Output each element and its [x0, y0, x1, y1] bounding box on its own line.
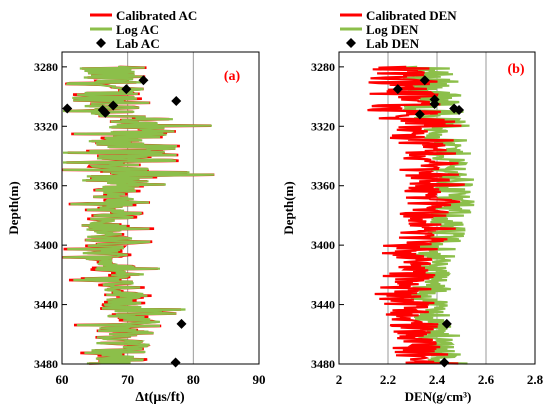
x-tick-label: 70	[121, 372, 134, 387]
y-tick-label: 3440	[311, 298, 335, 312]
panel-b-y-ticks: 3280 3320 3360 3400 3440 3480	[311, 60, 344, 371]
panel-a-x-ticks: 60 70 80 90	[56, 372, 266, 387]
lab-point	[108, 100, 119, 111]
panel-a-label: (a)	[224, 69, 241, 84]
x-tick-label: 2	[336, 372, 343, 387]
lab-point	[62, 103, 73, 114]
panel-a-x-axis-label: Δt(μs/ft)	[135, 390, 185, 405]
x-tick-label: 60	[56, 372, 69, 387]
lab-point	[138, 75, 149, 86]
y-tick-label: 3400	[311, 238, 335, 252]
legend-log-den-label: Log DEN	[366, 22, 419, 37]
y-tick-label: 3400	[34, 238, 58, 252]
panel-a-y-ticks: 3280 3320 3360 3400 3440 3480	[34, 60, 67, 371]
panel-a: 3280 3320 3360 3400 3440 3480 60 70 80 90 Δt(μs/…	[6, 8, 266, 405]
lab-point	[441, 318, 452, 329]
y-tick-label: 3480	[34, 357, 58, 371]
lab-point	[429, 99, 440, 109]
y-tick-label: 3280	[34, 60, 58, 74]
lab-point	[439, 357, 450, 368]
x-tick-label: 90	[253, 372, 266, 387]
panel-b-x-ticks: 2 2.2 2.4 2.6 2.8	[336, 372, 544, 387]
y-tick-label: 3360	[34, 179, 58, 193]
panel-b-lab-points	[392, 75, 465, 368]
lab-point	[176, 318, 187, 329]
panel-b-x-axis-label: DEN(g/cm³)	[405, 389, 472, 404]
panel-a-plot-frame	[61, 51, 260, 365]
y-tick-label: 3320	[311, 119, 335, 133]
lab-point	[392, 84, 403, 95]
panel-b-curves	[367, 65, 475, 365]
y-tick-label: 3440	[34, 298, 58, 312]
lab-point	[171, 96, 182, 107]
legend-calibrated-den-label: Calibrated DEN	[366, 8, 457, 23]
panel-a-curves	[62, 65, 215, 365]
log-curve	[399, 65, 475, 365]
legend-calibrated-ac-label: Calibrated AC	[116, 8, 197, 23]
legend-lab-ac-marker	[96, 38, 106, 48]
x-tick-label: 2.2	[380, 372, 396, 387]
panel-b-plot-frame	[338, 51, 536, 365]
calibrated-curve	[367, 65, 465, 365]
y-tick-label: 3360	[311, 179, 335, 193]
x-tick-label: 2.8	[527, 372, 544, 387]
log-curve	[62, 65, 215, 365]
legend-log-ac-label: Log AC	[116, 22, 159, 37]
legend-lab-den-label: Lab DEN	[366, 36, 420, 51]
panel-b-y-axis-label: Depth(m)	[281, 181, 296, 234]
x-tick-label: 80	[187, 372, 200, 387]
panel-a-legend: Calibrated AC Log AC Lab AC	[90, 8, 197, 51]
lab-point	[419, 75, 430, 86]
lab-point	[121, 84, 132, 95]
y-tick-label: 3480	[311, 357, 335, 371]
x-tick-label: 2.4	[429, 372, 446, 387]
panel-b: 3280 3320 3360 3400 3440 3480 2 2.2 2.4 2.6 2.8 D…	[281, 8, 544, 404]
legend-lab-den-marker	[346, 38, 356, 48]
lab-point	[170, 357, 181, 368]
panel-b-legend: Calibrated DEN Log DEN Lab DEN	[340, 8, 457, 51]
lab-point	[414, 109, 425, 120]
y-tick-label: 3320	[34, 119, 58, 133]
legend-lab-ac-label: Lab AC	[116, 36, 160, 51]
x-tick-label: 2.6	[478, 372, 495, 387]
lab-point	[454, 104, 465, 115]
y-tick-label: 3280	[311, 60, 335, 74]
panel-a-y-axis-label: Depth(m)	[6, 181, 21, 234]
panel-b-label: (b)	[507, 62, 524, 77]
lab-point	[100, 107, 111, 118]
panel-a-lab-points	[62, 75, 187, 368]
